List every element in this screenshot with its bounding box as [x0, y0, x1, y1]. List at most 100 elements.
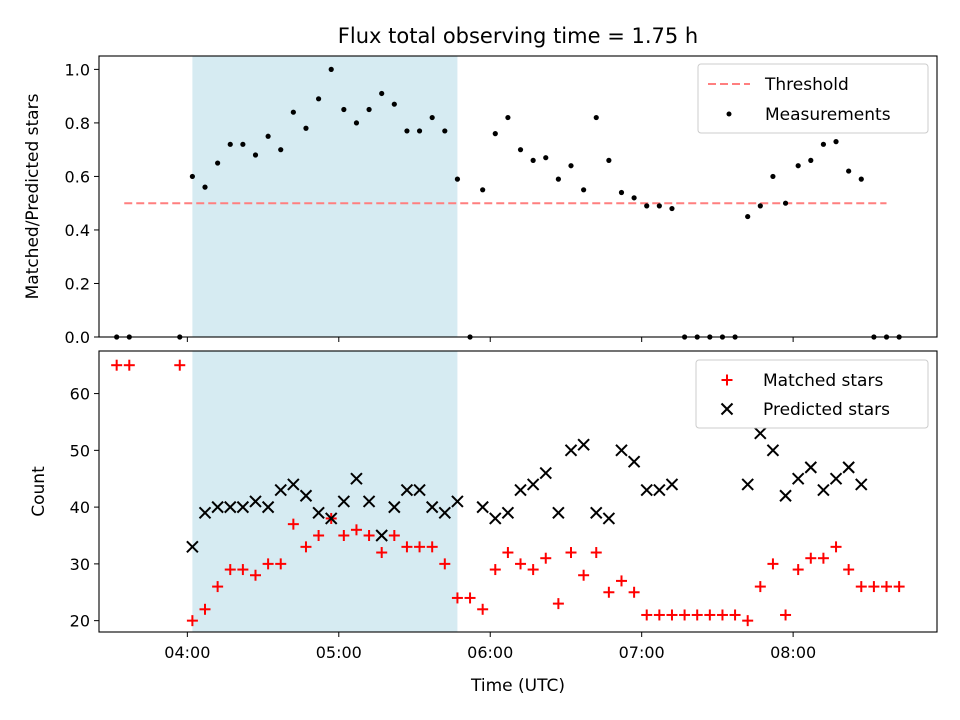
- y-tick-label: 20: [70, 612, 90, 631]
- predicted-star-mark: [564, 444, 578, 457]
- legend-predicted-label: Predicted stars: [763, 400, 890, 420]
- measurement-point: [341, 106, 347, 113]
- measurement-point: [568, 163, 574, 169]
- predicted-star-mark: [539, 466, 552, 480]
- predicted-star-mark: [754, 427, 767, 440]
- predicted-star-mark: [855, 478, 868, 491]
- y-tick-label: 0.4: [65, 221, 90, 240]
- predicted-star-mark: [476, 500, 489, 514]
- measurement-point: [429, 114, 435, 121]
- predicted-star-mark: [299, 489, 313, 502]
- top-axes-frame: [98, 55, 938, 338]
- predicted-star-mark: [362, 495, 376, 508]
- predicted-star-mark: [438, 506, 452, 519]
- measurement-point: [454, 176, 461, 182]
- y-tick-label: 1.0: [65, 60, 90, 79]
- measurement-point: [833, 139, 839, 145]
- measurement-point: [555, 176, 561, 182]
- legend-predicted-swatch: [720, 402, 734, 416]
- predicted-stars-points: [186, 427, 868, 554]
- predicted-star-mark: [653, 483, 666, 497]
- predicted-star-mark: [388, 500, 401, 514]
- x-tick-label: 06:00: [467, 643, 513, 662]
- predicted-star-mark: [274, 483, 287, 497]
- measurement-point: [416, 128, 423, 134]
- measurement-point: [391, 101, 397, 107]
- x-tick-label: 07:00: [619, 643, 665, 662]
- predicted-star-mark: [779, 489, 792, 502]
- predicted-star-mark: [829, 472, 843, 485]
- predicted-star-mark: [627, 455, 641, 468]
- measurement-point: [303, 125, 309, 131]
- legend-matched-swatch: [721, 374, 733, 386]
- measurement-point: [227, 141, 233, 147]
- predicted-star-mark: [577, 438, 590, 451]
- measurement-point: [442, 128, 448, 134]
- y-tick-label: 0.2: [65, 274, 90, 293]
- predicted-star-mark: [526, 478, 540, 491]
- predicted-star-mark: [375, 529, 388, 542]
- measurement-point: [404, 128, 410, 134]
- measurement-point: [644, 203, 650, 209]
- measurement-point: [480, 187, 486, 193]
- x-axis-label: Time (UTC): [470, 676, 565, 696]
- legend-matched-label: Matched stars: [763, 371, 883, 391]
- predicted-star-mark: [489, 512, 502, 525]
- predicted-star-mark: [400, 483, 414, 497]
- measurement-point: [353, 120, 360, 126]
- measurement-point: [252, 152, 259, 158]
- chart-title: Flux total observing time = 1.75 h: [338, 24, 698, 48]
- bottom-legend: Matched stars Predicted stars: [695, 359, 929, 429]
- predicted-star-mark: [552, 506, 565, 519]
- legend-threshold-label: Threshold: [764, 75, 849, 95]
- measurement-point: [543, 155, 549, 161]
- measurement-point: [379, 90, 385, 97]
- measurement-point: [290, 109, 296, 115]
- bottom-x-ticks: 04:00 05:00 06:00 07:00 08:00: [164, 632, 816, 662]
- predicted-star-mark: [501, 506, 515, 519]
- predicted-star-mark: [665, 478, 679, 491]
- measurement-point: [770, 173, 776, 180]
- predicted-star-mark: [186, 540, 199, 554]
- measurement-point: [631, 195, 637, 201]
- measurement-point: [492, 131, 498, 137]
- bottom-shaded-region: [192, 351, 458, 632]
- predicted-star-mark: [451, 495, 464, 508]
- measurement-point: [328, 66, 334, 72]
- measurement-point: [808, 157, 814, 163]
- measurement-point: [581, 187, 587, 193]
- predicted-star-mark: [615, 444, 628, 457]
- bottom-axes-frame: [98, 350, 938, 633]
- y-tick-label: 50: [70, 441, 90, 460]
- bottom-legend-box: [695, 359, 929, 429]
- y-tick-label: 60: [70, 385, 90, 404]
- predicted-star-mark: [514, 483, 527, 497]
- predicted-star-mark: [640, 483, 653, 497]
- predicted-star-mark: [261, 500, 275, 514]
- predicted-star-mark: [236, 500, 250, 514]
- measurement-point: [745, 213, 751, 220]
- measurement-point: [366, 106, 372, 113]
- predicted-star-mark: [804, 461, 818, 474]
- predicted-star-mark: [198, 506, 212, 519]
- predicted-star-mark: [720, 402, 734, 416]
- measurement-point: [530, 157, 536, 163]
- measurement-point: [606, 157, 612, 163]
- measurement-point: [189, 173, 195, 180]
- bottom-panel: 20 30 40 50 60 04:00 05:00 06:00 07:00 08:00 Cou…: [29, 350, 938, 696]
- predicted-star-mark: [842, 461, 855, 474]
- y-tick-label: 30: [70, 555, 90, 574]
- measurement-point: [757, 203, 763, 209]
- predicted-star-mark: [350, 472, 363, 485]
- predicted-star-mark: [425, 500, 439, 514]
- top-shaded-region: [192, 56, 458, 337]
- top-y-ticks: 0.0 0.2 0.4 0.6 0.8 1.0: [65, 60, 99, 347]
- predicted-star-mark: [224, 500, 237, 514]
- predicted-star-mark: [211, 500, 224, 514]
- y-tick-label: 0.0: [65, 328, 90, 347]
- top-x-ticks: [186, 337, 794, 342]
- measurement-point: [618, 189, 625, 196]
- measurement-point: [278, 147, 284, 153]
- measurement-point: [315, 96, 322, 102]
